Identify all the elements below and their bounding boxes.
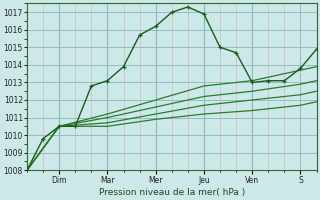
X-axis label: Pression niveau de la mer( hPa ): Pression niveau de la mer( hPa ) (99, 188, 245, 197)
